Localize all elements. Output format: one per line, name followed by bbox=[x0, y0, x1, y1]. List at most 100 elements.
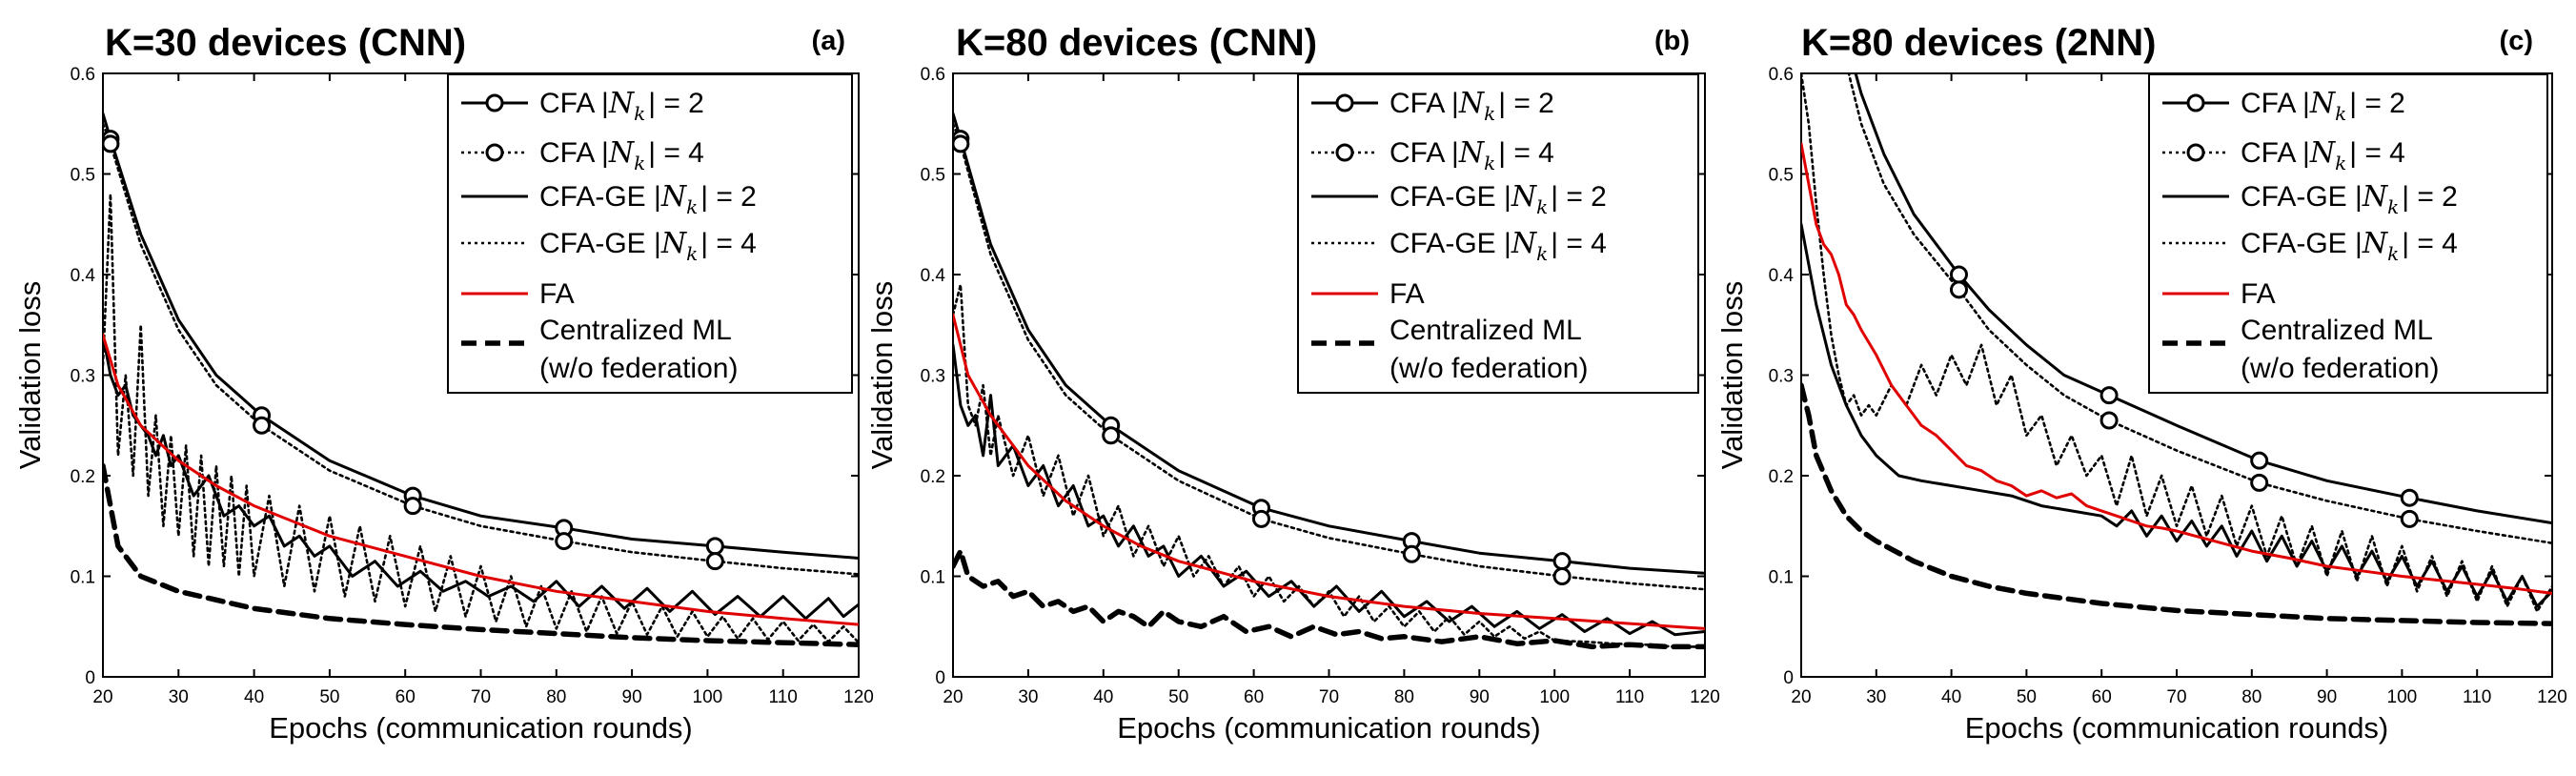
legend-label-6: Centralized ML (w/o federation) bbox=[2241, 315, 2439, 384]
x-tick-label: 100 bbox=[2387, 687, 2418, 707]
series-marker bbox=[705, 537, 724, 556]
legend: CFA |Nk | = 2 CFA |Nk | = 4 CFA-GE |Nk | = 2 C… bbox=[1297, 73, 1699, 394]
x-axis-title: Epochs (communication rounds) bbox=[1965, 711, 2389, 745]
series-line-2 bbox=[1847, 73, 2552, 545]
y-tick-label: 0.1 bbox=[1769, 568, 1794, 588]
legend-label-3: CFA-GE |Nk | = 2 bbox=[2241, 180, 2458, 218]
y-axis-title: Validation loss bbox=[865, 281, 899, 470]
series-marker bbox=[1949, 280, 1968, 299]
x-tick-label: 100 bbox=[693, 687, 723, 707]
x-tick-label: 70 bbox=[471, 687, 491, 707]
legend-label-4: CFA-GE |Nk | = 4 bbox=[2241, 227, 2458, 265]
y-tick-label: 0 bbox=[935, 668, 945, 688]
y-tick-label: 0.2 bbox=[71, 467, 95, 487]
x-tick-label: 20 bbox=[943, 687, 963, 707]
legend-box bbox=[2148, 73, 2548, 394]
series-marker bbox=[1402, 544, 1421, 563]
y-tick-label: 0.2 bbox=[1769, 467, 1794, 487]
legend-label-6: Centralized ML (w/o federation) bbox=[1389, 315, 1588, 384]
y-tick-label: 0.4 bbox=[1769, 266, 1795, 286]
legend-label-3: CFA-GE |Nk | = 2 bbox=[539, 180, 757, 218]
x-tick-label: 20 bbox=[1791, 687, 1811, 707]
x-tick-label: 90 bbox=[2317, 687, 2337, 707]
series-line-6 bbox=[953, 548, 1705, 650]
y-tick-label: 0.5 bbox=[1769, 166, 1794, 186]
x-tick-label: 20 bbox=[92, 687, 112, 707]
series-marker bbox=[2250, 451, 2269, 470]
chart-title: K=80 devices (2NN) bbox=[1801, 22, 2156, 64]
series-group bbox=[103, 112, 859, 647]
x-tick-label: 60 bbox=[2092, 687, 2112, 707]
legend-label-1: CFA |Nk | = 2 bbox=[539, 87, 704, 125]
legend-marker bbox=[1335, 143, 1354, 162]
series-line-1 bbox=[1854, 73, 2552, 525]
series-marker bbox=[2400, 488, 2419, 507]
series-line-6 bbox=[1801, 382, 2552, 626]
y-tick-label: 0.4 bbox=[71, 266, 96, 286]
legend-marker bbox=[1335, 93, 1354, 112]
series-line-4 bbox=[953, 283, 1705, 648]
y-tick-label: 0 bbox=[85, 668, 95, 688]
x-tick-label: 60 bbox=[1244, 687, 1264, 707]
chart-panel-1: 20 30 40 50 60 70 80 90 100 110 120 0 0.1 0.2 0.3 0.4 0.… bbox=[13, 22, 874, 745]
legend: CFA |Nk | = 2 CFA |Nk | = 4 CFA-GE |Nk | = 2 C… bbox=[447, 73, 853, 394]
y-tick-label: 0.5 bbox=[71, 166, 95, 186]
series-line-6 bbox=[103, 462, 859, 647]
series-line-1 bbox=[953, 112, 1705, 575]
series-marker bbox=[253, 416, 272, 435]
legend-marker bbox=[2186, 93, 2205, 112]
series-marker bbox=[2250, 473, 2269, 492]
legend-label-4: CFA-GE |Nk | = 4 bbox=[1389, 227, 1607, 265]
y-tick-label: 0 bbox=[1783, 668, 1794, 688]
legend-label-2: CFA |Nk | = 4 bbox=[2241, 136, 2405, 174]
y-tick-label: 0.6 bbox=[71, 65, 95, 85]
panel-label: (b) bbox=[1654, 26, 1690, 56]
series-line-3 bbox=[953, 343, 1705, 637]
series-line-2 bbox=[103, 122, 859, 576]
legend-box bbox=[1297, 73, 1699, 394]
x-tick-label: 100 bbox=[1539, 687, 1570, 707]
y-tick-label: 0.4 bbox=[921, 266, 946, 286]
chart-panel-3: 20 30 40 50 60 70 80 90 100 110 120 0 0.1 0.2 0.3 0.4 0.… bbox=[1715, 22, 2567, 745]
x-tick-label: 30 bbox=[1018, 687, 1038, 707]
y-tick-label: 0.1 bbox=[71, 568, 95, 588]
x-tick-label: 40 bbox=[1093, 687, 1113, 707]
y-tick-label: 0.3 bbox=[1769, 367, 1794, 387]
y-tick-label: 0.3 bbox=[921, 367, 945, 387]
x-tick-label: 120 bbox=[1690, 687, 1720, 707]
series-marker bbox=[103, 134, 120, 153]
x-tick-label: 120 bbox=[2537, 687, 2567, 707]
legend-label-1: CFA |Nk | = 2 bbox=[1389, 87, 1554, 125]
y-tick-label: 0.6 bbox=[921, 65, 945, 85]
x-tick-label: 70 bbox=[2166, 687, 2186, 707]
series-line-2 bbox=[953, 122, 1705, 591]
x-tick-label: 110 bbox=[769, 687, 798, 707]
y-tick-label: 0.5 bbox=[921, 166, 945, 186]
x-tick-label: 110 bbox=[1615, 687, 1644, 707]
legend-label-1: CFA |Nk | = 2 bbox=[2241, 87, 2405, 125]
legend-marker bbox=[485, 93, 504, 112]
x-tick-label: 50 bbox=[319, 687, 339, 707]
y-tick-label: 0.1 bbox=[921, 568, 945, 588]
series-marker bbox=[705, 552, 724, 571]
x-tick-label: 30 bbox=[1866, 687, 1886, 707]
legend-label-3: CFA-GE |Nk | = 2 bbox=[1389, 180, 1607, 218]
x-tick-label: 90 bbox=[622, 687, 642, 707]
legend-marker bbox=[2186, 143, 2205, 162]
y-tick-label: 0.6 bbox=[1769, 65, 1794, 85]
legend-label-2: CFA |Nk | = 4 bbox=[539, 136, 704, 174]
x-tick-label: 60 bbox=[396, 687, 416, 707]
series-marker bbox=[2099, 411, 2119, 430]
x-tick-label: 50 bbox=[2017, 687, 2037, 707]
chart-title: K=80 devices (CNN) bbox=[956, 22, 1317, 64]
series-line-1 bbox=[103, 112, 859, 560]
x-tick-label: 120 bbox=[843, 687, 874, 707]
series-marker bbox=[1251, 509, 1270, 528]
y-tick-label: 0.3 bbox=[71, 367, 95, 387]
series-marker bbox=[953, 134, 970, 153]
x-tick-label: 30 bbox=[169, 687, 189, 707]
series-marker bbox=[2099, 386, 2119, 405]
x-tick-label: 90 bbox=[1470, 687, 1490, 707]
legend-label-5: FA bbox=[539, 278, 575, 310]
